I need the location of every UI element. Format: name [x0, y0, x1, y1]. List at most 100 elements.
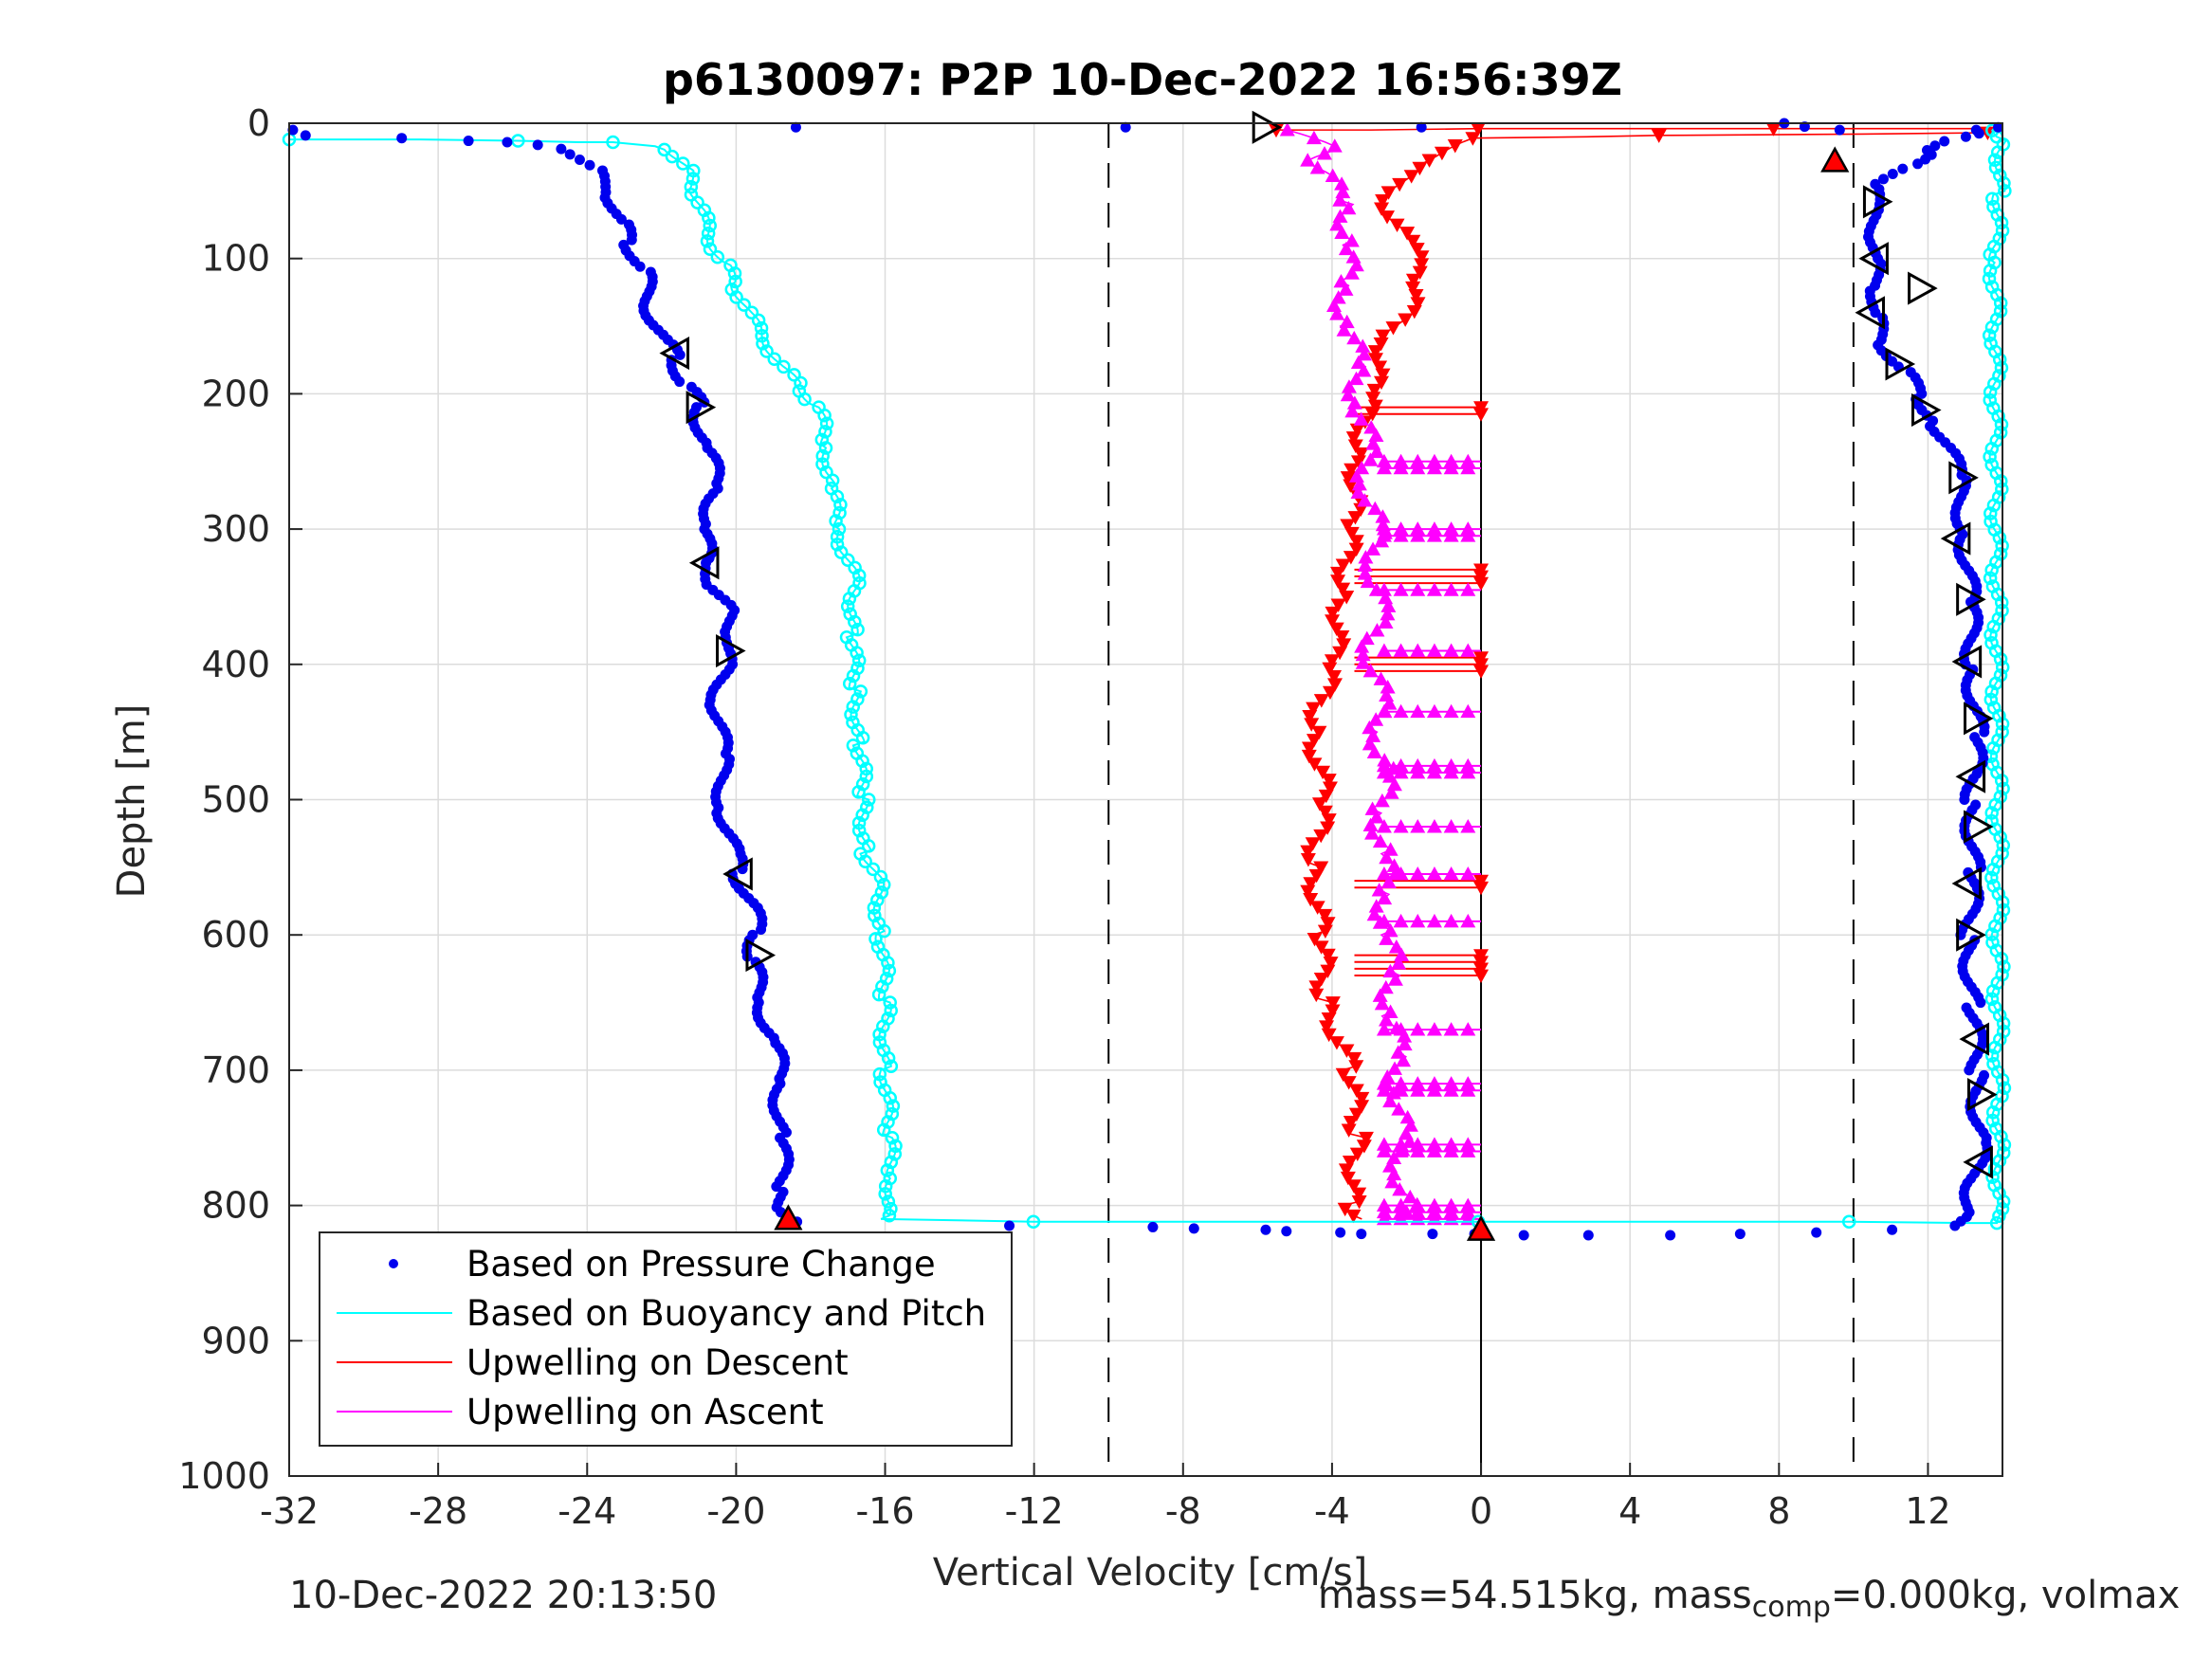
buoyancy-marker: [868, 932, 883, 946]
buoyancy-marker: [1983, 571, 1998, 586]
buoyancy-marker: [871, 987, 887, 1002]
ascent-marker: [1443, 1083, 1459, 1097]
buoyancy-marker: [1996, 1016, 2011, 1030]
buoyancy-marker: [1993, 547, 2008, 561]
pressure-point: [1929, 140, 1941, 152]
buoyancy-marker: [665, 149, 680, 164]
buoyancy-marker: [884, 1003, 898, 1018]
buoyancy-marker: [690, 195, 704, 210]
buoyancy-marker: [1984, 927, 2000, 941]
descent-marker: [1343, 1116, 1359, 1130]
descent-marker: [1380, 186, 1397, 200]
descent-marker: [1341, 1076, 1357, 1090]
ascent-marker: [1410, 1022, 1426, 1036]
pressure-point: [626, 234, 637, 246]
descent-marker: [1334, 630, 1350, 645]
descent-marker: [1329, 566, 1345, 581]
descent-marker: [1302, 709, 1318, 724]
pressure-point: [1147, 1221, 1159, 1232]
pressure-point: [634, 261, 646, 272]
ascent-marker: [1351, 477, 1367, 491]
ascent-marker: [1358, 550, 1374, 564]
ascent-marker: [1368, 810, 1384, 824]
y-tick-label: 100: [201, 238, 270, 280]
triangle-marker: [1964, 702, 1994, 736]
ascent-marker: [1460, 703, 1476, 719]
ascent-marker: [1356, 363, 1372, 377]
ascent-marker: [1369, 444, 1385, 459]
pressure-point: [564, 149, 576, 160]
ascent-marker: [1426, 1022, 1442, 1036]
pressure-point: [1335, 1227, 1346, 1238]
descent-marker: [1301, 749, 1317, 764]
buoyancy-marker: [756, 337, 770, 351]
buoyancy-marker: [1983, 514, 1998, 529]
ascent-marker: [1460, 866, 1476, 881]
buoyancy-marker: [1984, 280, 2000, 294]
ascent-marker: [1365, 541, 1381, 556]
descent-marker: [1318, 789, 1334, 804]
y-axis-label: Depth [m]: [110, 704, 154, 899]
buoyancy-marker: [754, 320, 769, 336]
pressure-point: [1188, 1223, 1199, 1234]
ascent-marker: [1341, 200, 1357, 215]
descent-marker: [1304, 718, 1320, 732]
descent-marker: [1367, 353, 1383, 367]
pressure-point: [396, 133, 408, 144]
ascent-marker: [1390, 1045, 1406, 1059]
pressure-point: [1356, 1229, 1367, 1240]
descent-marker: [1330, 598, 1346, 612]
triangle-marker: [1951, 645, 1983, 679]
buoyancy-marker: [851, 823, 867, 838]
descent-marker: [1354, 1091, 1370, 1106]
buoyancy-line: [289, 126, 2008, 1225]
ascent-marker: [1387, 866, 1403, 881]
mass-text-1: mass=54.515kg, mass: [1318, 1574, 1752, 1617]
descent-marker: [1313, 940, 1329, 955]
pressure-point: [1260, 1224, 1271, 1235]
buoyancy-marker: [1997, 175, 2011, 191]
ascent-marker: [1362, 452, 1379, 466]
buoyancy-marker: [1996, 1145, 2011, 1160]
buoyancy-marker: [830, 489, 845, 504]
ascent-marker: [1393, 528, 1409, 542]
ascent-marker: [1368, 582, 1384, 596]
ascent-marker: [1325, 168, 1341, 183]
descent-marker: [1340, 519, 1356, 533]
buoyancy-marker: [1026, 1214, 1041, 1229]
buoyancy-marker: [872, 1066, 887, 1082]
ascent-marker: [1279, 122, 1295, 137]
descent-marker: [1421, 154, 1437, 168]
pressure-point: [1877, 173, 1889, 185]
buoyancy-marker: [851, 815, 867, 830]
y-tick-label: 200: [201, 373, 270, 414]
ascent-marker: [1393, 764, 1409, 779]
buoyancy-marker: [872, 1035, 887, 1049]
triangle-marker: [659, 337, 690, 371]
ascent-marker: [1355, 647, 1371, 662]
descent-marker: [1339, 591, 1355, 605]
pressure-point: [1939, 136, 1950, 147]
buoyancy-marker: [1984, 870, 1999, 885]
descent-marker: [1313, 829, 1329, 844]
x-tick-label: -20: [706, 1490, 765, 1532]
pressure-point: [1281, 1226, 1292, 1237]
descent-marker: [1385, 321, 1401, 336]
buoyancy-marker: [888, 1139, 903, 1154]
descent-marker: [1389, 218, 1405, 233]
buoyancy-marker: [829, 514, 843, 528]
buoyancy-marker: [1993, 168, 2007, 183]
buoyancy-marker: [1984, 806, 1999, 820]
ascent-marker: [1378, 979, 1394, 994]
ascent-marker: [1410, 819, 1426, 833]
buoyancy-marker: [710, 250, 725, 264]
descent-marker: [1350, 455, 1366, 469]
descent-marker: [1341, 1123, 1357, 1138]
ascent-marker: [1426, 913, 1442, 928]
descent-marker: [1311, 725, 1327, 740]
buoyancy-marker: [1997, 1081, 2012, 1096]
descent-marker: [1373, 337, 1389, 352]
buoyancy-marker: [744, 305, 759, 320]
ascent-marker: [1443, 582, 1459, 596]
descent-marker: [1308, 868, 1325, 884]
